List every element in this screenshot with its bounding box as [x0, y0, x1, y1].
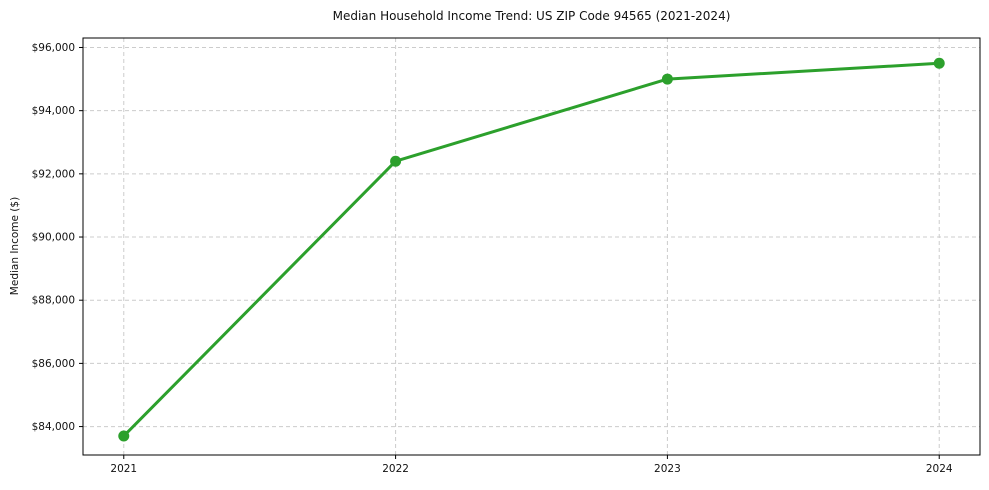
y-tick-label: $90,000 [32, 232, 75, 244]
x-tick-label: 2023 [654, 463, 681, 475]
y-tick-label: $96,000 [32, 42, 75, 54]
chart-title: Median Household Income Trend: US ZIP Co… [332, 9, 731, 23]
x-tick-label: 2022 [382, 463, 409, 475]
data-point-2022 [390, 155, 402, 167]
data-point-2023 [661, 73, 673, 85]
y-tick-label: $94,000 [32, 105, 75, 117]
y-tick-label: $86,000 [32, 358, 75, 370]
y-tick-label: $84,000 [32, 421, 75, 433]
data-point-2024 [933, 57, 945, 69]
data-point-2021 [118, 430, 130, 442]
axes-frame [82, 37, 981, 456]
x-tick-label: 2021 [110, 463, 137, 475]
y-tick-label: $88,000 [32, 295, 75, 307]
x-tick-label: 2024 [926, 463, 953, 475]
y-tick-label: $92,000 [32, 168, 75, 180]
income-line [122, 61, 941, 438]
